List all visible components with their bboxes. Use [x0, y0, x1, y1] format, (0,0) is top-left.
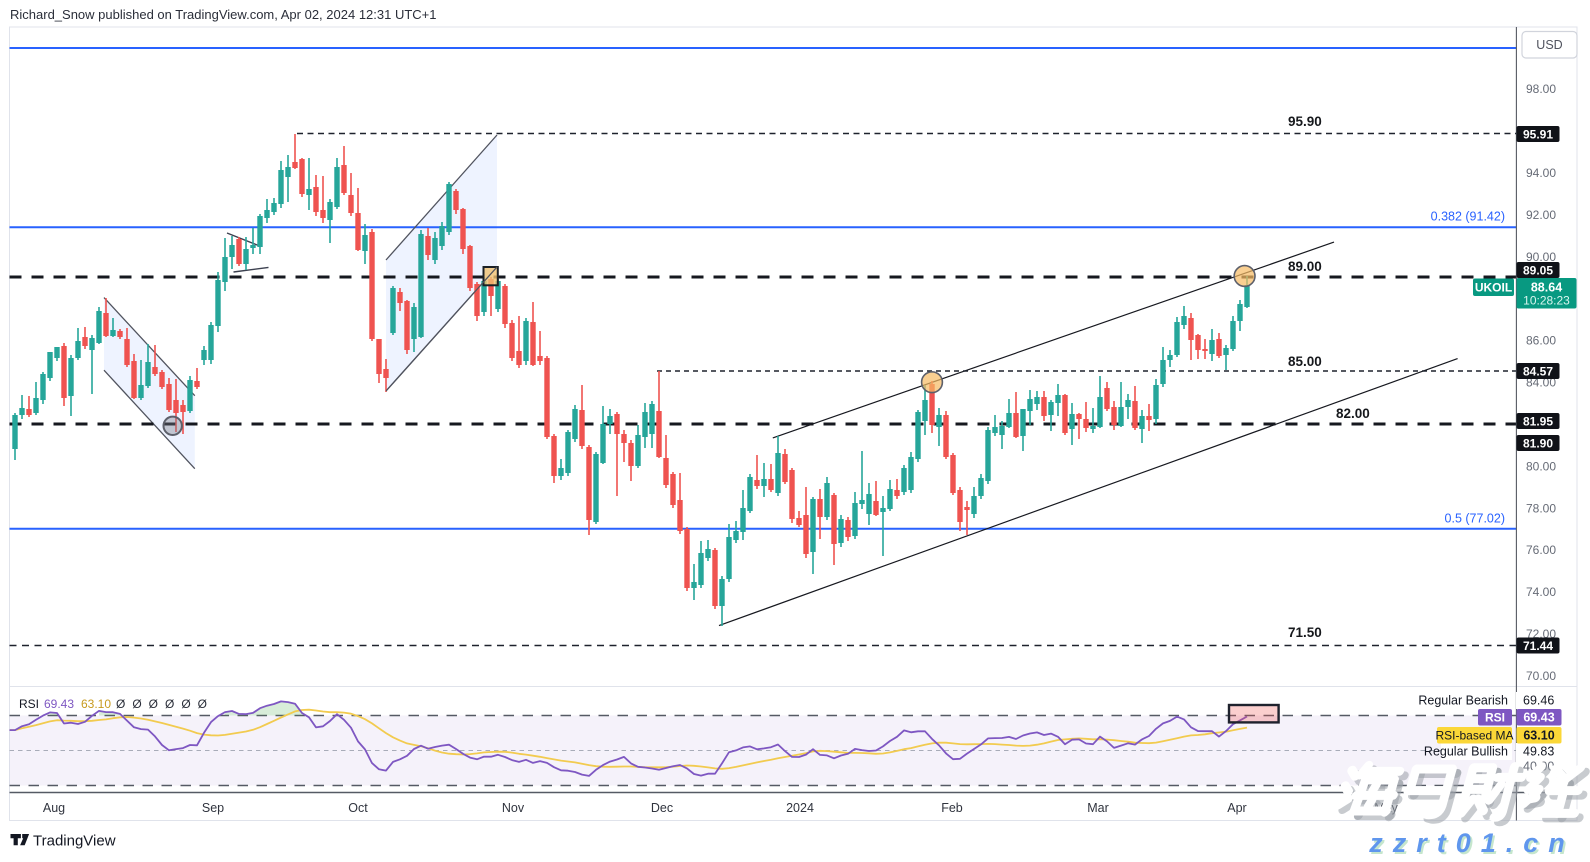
svg-text:86.00: 86.00 [1526, 334, 1556, 348]
svg-text:89.05: 89.05 [1523, 263, 1553, 277]
svg-text:Sep: Sep [202, 801, 224, 815]
svg-text:Regular Bearish: Regular Bearish [1418, 694, 1508, 708]
svg-text:Feb: Feb [941, 801, 963, 815]
svg-text:Richard_Snow published on Trad: Richard_Snow published on TradingView.co… [10, 7, 437, 22]
svg-text:70.00: 70.00 [1526, 669, 1556, 683]
svg-text:69.46: 69.46 [1523, 694, 1554, 708]
svg-text:TradingView: TradingView [33, 833, 116, 850]
svg-text:89.00: 89.00 [1288, 259, 1322, 274]
svg-text:80.00: 80.00 [1526, 459, 1556, 473]
svg-text:RSI: RSI [19, 697, 39, 711]
svg-text:Dec: Dec [651, 801, 673, 815]
svg-text:95.90: 95.90 [1288, 114, 1322, 129]
svg-text:zzrt01.cn: zzrt01.cn [1370, 830, 1577, 857]
svg-text:RSI: RSI [1485, 711, 1505, 725]
svg-text:81.90: 81.90 [1523, 436, 1553, 450]
svg-text:0.5 (77.02): 0.5 (77.02) [1445, 512, 1505, 526]
svg-text:84.00: 84.00 [1526, 376, 1556, 390]
svg-text:98.00: 98.00 [1526, 82, 1556, 96]
svg-text:76.00: 76.00 [1526, 543, 1556, 557]
svg-text:71.50: 71.50 [1288, 625, 1322, 640]
svg-text:Mar: Mar [1087, 801, 1109, 815]
svg-text:81.95: 81.95 [1523, 414, 1553, 428]
svg-text:88.64: 88.64 [1531, 281, 1562, 295]
svg-text:92.00: 92.00 [1526, 208, 1556, 222]
svg-text:84.57: 84.57 [1523, 364, 1553, 378]
svg-text:zzrt01.cn: zzrt01.cn [1368, 828, 1575, 857]
svg-text:0.382 (91.42): 0.382 (91.42) [1431, 210, 1505, 224]
svg-text:ØØØØØØ: ØØØØØØ [116, 697, 214, 711]
svg-text:95.91: 95.91 [1523, 127, 1553, 141]
svg-text:Aug: Aug [43, 801, 65, 815]
svg-text:Oct: Oct [348, 801, 368, 815]
svg-text:USD: USD [1536, 38, 1562, 52]
svg-text:71.44: 71.44 [1523, 639, 1553, 653]
svg-text:2024: 2024 [786, 801, 814, 815]
svg-text:63.10: 63.10 [1523, 729, 1554, 743]
svg-text:90.00: 90.00 [1526, 250, 1556, 264]
svg-text:RSI-based MA: RSI-based MA [1435, 729, 1513, 743]
svg-text:78.00: 78.00 [1526, 501, 1556, 515]
svg-text:82.00: 82.00 [1336, 406, 1370, 421]
svg-text:94.00: 94.00 [1526, 166, 1556, 180]
svg-text:69.43: 69.43 [1523, 711, 1554, 725]
svg-text:Nov: Nov [502, 801, 525, 815]
svg-text:Regular Bullish: Regular Bullish [1424, 745, 1508, 759]
svg-text:UKOIL: UKOIL [1475, 281, 1512, 295]
svg-text:74.00: 74.00 [1526, 585, 1556, 599]
svg-text:Apr: Apr [1227, 801, 1246, 815]
svg-text:85.00: 85.00 [1288, 354, 1322, 369]
svg-text:10:28:23: 10:28:23 [1523, 294, 1570, 308]
svg-text:69.43: 69.43 [44, 697, 74, 711]
svg-text:49.83: 49.83 [1523, 745, 1554, 759]
svg-text:63.10: 63.10 [81, 697, 111, 711]
